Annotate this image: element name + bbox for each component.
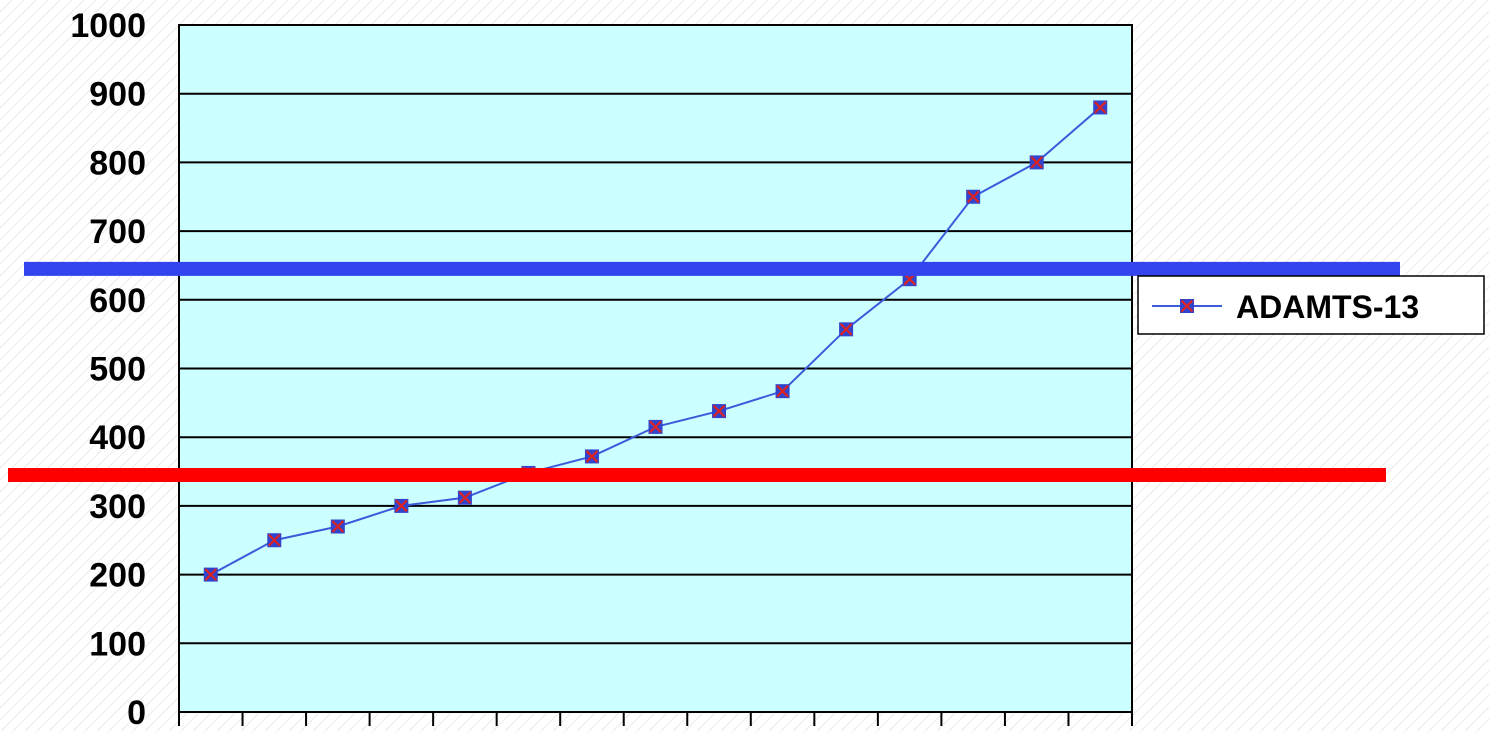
data-point-marker xyxy=(457,490,472,505)
marker-cross xyxy=(1093,101,1107,114)
y-tick-label: 100 xyxy=(89,625,146,663)
y-tick-label: 1000 xyxy=(70,7,146,45)
data-point-marker xyxy=(712,404,727,419)
data-point-marker xyxy=(775,384,790,399)
y-tick-label: 500 xyxy=(89,351,146,389)
data-point-marker xyxy=(1093,100,1108,115)
reference-lines xyxy=(8,261,1400,482)
x-axis-ticks xyxy=(178,712,1133,726)
marker-cross xyxy=(268,533,281,547)
marker-cross xyxy=(1180,299,1194,313)
marker-cross xyxy=(331,520,345,533)
data-point-marker xyxy=(584,449,599,464)
y-tick-label: 700 xyxy=(89,213,146,251)
marker-cross xyxy=(204,568,218,581)
marker-cross xyxy=(839,323,853,336)
data-point-marker xyxy=(394,498,409,513)
y-tick-label: 800 xyxy=(89,144,146,182)
y-tick-label: 200 xyxy=(89,557,146,595)
marker-cross xyxy=(712,404,726,418)
legend-marker xyxy=(1180,299,1194,313)
y-tick-label: 300 xyxy=(89,488,146,526)
y-tick-label: 600 xyxy=(89,282,146,320)
gridlines xyxy=(179,92,1132,645)
legend: ADAMTS-13 xyxy=(1137,275,1485,335)
marker-cross xyxy=(966,190,980,204)
y-axis-tick-labels: 0 100 200 300 400 500 600 700 800 900 1000 xyxy=(70,7,146,732)
data-point-marker xyxy=(203,567,218,582)
marker-cross xyxy=(585,450,599,463)
y-tick-label: 400 xyxy=(89,419,146,457)
data-point-marker xyxy=(839,322,854,337)
marker-cross xyxy=(395,499,408,513)
marker-cross xyxy=(458,491,472,504)
legend-label: ADAMTS-13 xyxy=(1236,289,1419,325)
data-point-marker xyxy=(267,533,282,548)
data-point-marker xyxy=(966,189,981,204)
marker-cross xyxy=(1030,156,1043,169)
data-point-marker xyxy=(330,519,345,534)
y-tick-label: 0 xyxy=(127,694,146,731)
data-point-marker xyxy=(648,419,663,434)
data-point-marker xyxy=(1029,155,1044,170)
data-point-marker xyxy=(1180,299,1194,313)
marker-cross xyxy=(776,384,789,398)
y-tick-label: 900 xyxy=(89,76,146,114)
marker-cross xyxy=(649,420,662,434)
